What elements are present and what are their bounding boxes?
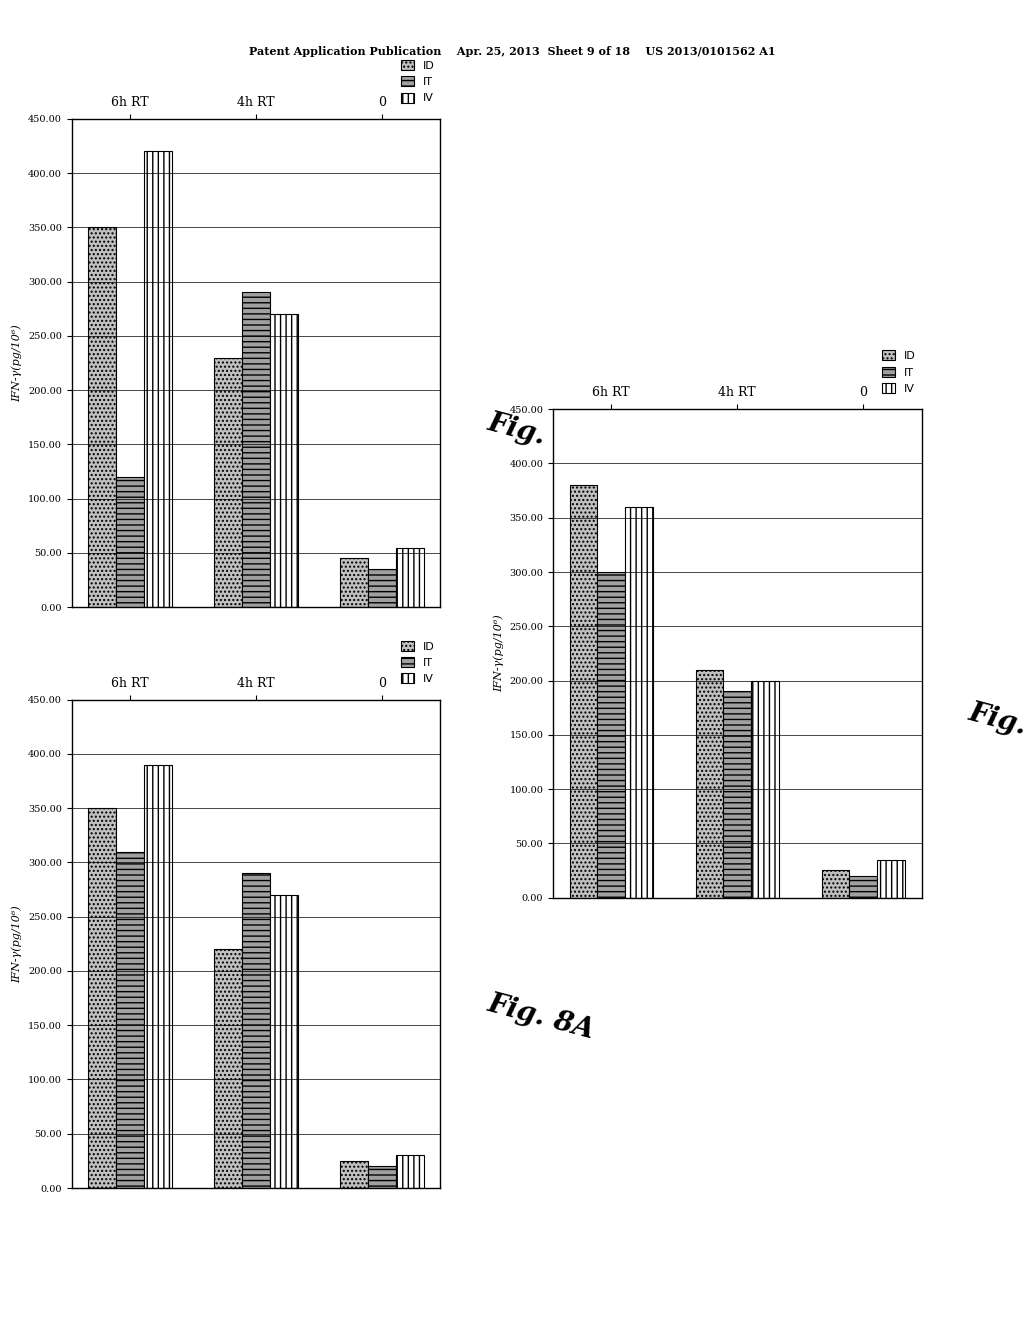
Bar <box>625 507 653 898</box>
Text: Fig. 8B: Fig. 8B <box>484 409 599 463</box>
Bar <box>143 764 172 1188</box>
Y-axis label: IFN-γ(pg/10⁶): IFN-γ(pg/10⁶) <box>12 906 23 982</box>
Bar <box>242 874 270 1188</box>
Bar <box>723 692 752 898</box>
Bar <box>850 876 878 898</box>
Text: Patent Application Publication    Apr. 25, 2013  Sheet 9 of 18    US 2013/010156: Patent Application Publication Apr. 25, … <box>249 46 775 57</box>
Bar <box>270 895 298 1188</box>
Bar <box>116 851 143 1188</box>
Bar <box>88 227 116 607</box>
Bar <box>143 152 172 607</box>
Bar <box>369 569 396 607</box>
Bar <box>369 1167 396 1188</box>
Legend: ID, IT, IV: ID, IT, IV <box>400 59 435 103</box>
Bar <box>340 558 369 607</box>
Text: Fig. 8A: Fig. 8A <box>484 990 597 1044</box>
Bar <box>116 477 143 607</box>
Legend: ID, IT, IV: ID, IT, IV <box>882 350 916 393</box>
Bar <box>270 314 298 607</box>
Bar <box>214 949 242 1188</box>
Legend: ID, IT, IV: ID, IT, IV <box>400 640 435 684</box>
Bar <box>695 669 723 898</box>
Bar <box>242 293 270 607</box>
Bar <box>569 486 597 898</box>
Bar <box>396 1155 424 1188</box>
Y-axis label: IFN-γ(pg/10⁶): IFN-γ(pg/10⁶) <box>494 615 504 692</box>
Text: Fig. 8C: Fig. 8C <box>966 700 1024 754</box>
Bar <box>340 1160 369 1188</box>
Y-axis label: IFN-γ(pg/10⁶): IFN-γ(pg/10⁶) <box>12 325 23 401</box>
Bar <box>752 681 779 898</box>
Bar <box>597 572 625 898</box>
Bar <box>396 548 424 607</box>
Bar <box>878 859 905 898</box>
Bar <box>821 870 850 898</box>
Bar <box>214 358 242 607</box>
Bar <box>88 808 116 1188</box>
